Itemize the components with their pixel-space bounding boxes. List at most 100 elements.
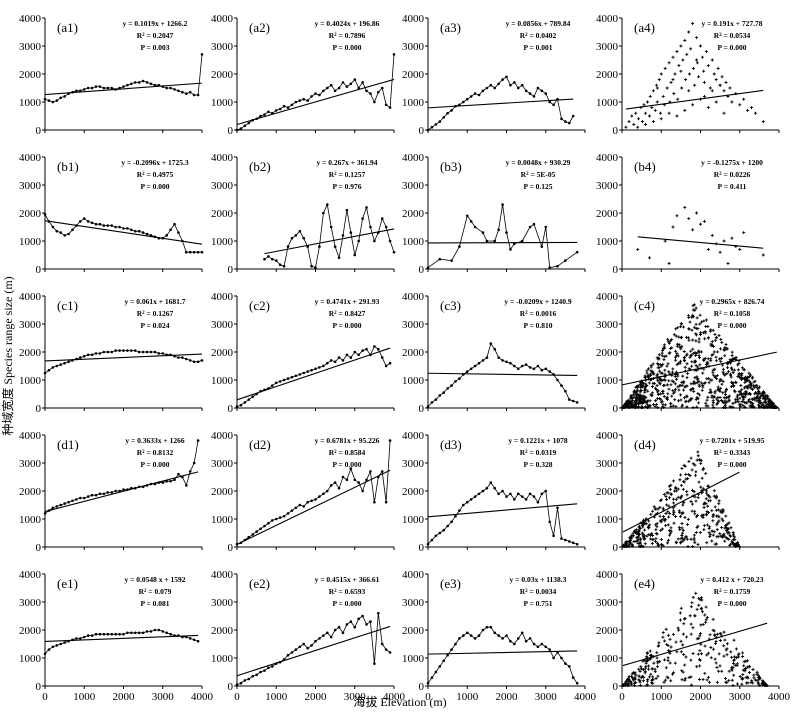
data-point [717, 333, 721, 337]
data-point [724, 526, 728, 530]
data-point [689, 349, 693, 353]
data-point [649, 533, 653, 537]
data-point [667, 111, 671, 115]
data-point [673, 72, 677, 76]
data-point [666, 644, 670, 648]
data-point [673, 358, 677, 362]
y-tick-label: 1000 [596, 97, 619, 109]
data-point [102, 86, 106, 90]
data-point [646, 389, 650, 393]
x-tick-label: 3000 [152, 691, 175, 703]
data-point [548, 520, 551, 524]
data-point [729, 366, 733, 370]
data-point [712, 72, 716, 76]
data-point [325, 203, 329, 206]
data-point [528, 366, 532, 369]
data-point [656, 363, 660, 367]
panel-label: (b1) [57, 159, 79, 174]
data-point [133, 81, 137, 84]
data-point [450, 384, 453, 387]
data-point [697, 401, 701, 405]
data-point [670, 346, 674, 350]
data-point [556, 264, 559, 268]
data-point [733, 400, 737, 404]
data-point [655, 525, 659, 529]
data-point [118, 225, 121, 229]
data-point [473, 637, 477, 640]
data-point [700, 476, 704, 480]
data-point [721, 508, 725, 512]
data-point [724, 514, 728, 518]
data-point [735, 662, 739, 666]
data-point [713, 389, 717, 393]
data-point [749, 401, 753, 405]
data-point [681, 643, 685, 647]
data-point [708, 535, 712, 539]
data-point [713, 338, 717, 342]
data-point [717, 357, 721, 361]
data-point [659, 520, 663, 524]
data-point [761, 681, 765, 685]
data-point [702, 94, 706, 98]
data-point [102, 350, 106, 354]
data-point [674, 327, 678, 331]
data-point [753, 384, 757, 388]
data-point [728, 86, 732, 90]
data-point [706, 64, 710, 68]
data-point [675, 214, 679, 218]
data-point [649, 672, 653, 676]
data-point [707, 510, 711, 514]
data-point [196, 360, 200, 364]
data-point [646, 367, 650, 371]
data-point [489, 342, 493, 345]
data-point [740, 682, 744, 686]
data-point [695, 607, 699, 611]
data-point [756, 681, 760, 685]
data-point [756, 387, 760, 391]
y-tick-label: 3000 [211, 597, 234, 609]
data-point [267, 110, 270, 114]
data-point [744, 675, 748, 679]
data-point [746, 108, 750, 112]
data-point [648, 94, 652, 98]
data-point [689, 683, 693, 687]
data-point [645, 658, 649, 662]
regression-stat: y = 0.412 x + 720.23 [701, 575, 764, 584]
data-point [426, 681, 430, 685]
data-point [684, 335, 688, 339]
data-point [681, 670, 685, 674]
data-point [681, 539, 685, 543]
data-point [286, 245, 290, 248]
data-point [302, 97, 306, 101]
data-point [651, 675, 655, 679]
data-point [306, 500, 309, 504]
data-point [758, 401, 762, 405]
data-point [568, 540, 571, 543]
data-point [647, 664, 651, 668]
data-point [633, 671, 637, 675]
data-point [705, 510, 709, 514]
regression-stat: y = 0.0548 x + 1592 [124, 575, 185, 584]
data-point [544, 92, 548, 95]
data-point [739, 402, 743, 406]
data-point [687, 460, 691, 464]
data-point [690, 353, 694, 357]
data-point [177, 356, 180, 359]
data-point [731, 405, 735, 409]
data-point [705, 398, 709, 402]
data-point [130, 631, 133, 635]
data-point [638, 381, 642, 385]
data-point [110, 86, 114, 90]
data-point [658, 514, 662, 518]
data-point [661, 631, 665, 635]
data-point [86, 220, 90, 223]
regression-stat: y = 0.4024x + 196.86 [315, 19, 380, 28]
data-point [145, 350, 149, 354]
data-point [679, 650, 683, 654]
data-point [723, 399, 727, 403]
data-point [686, 372, 690, 376]
data-point [635, 532, 639, 536]
